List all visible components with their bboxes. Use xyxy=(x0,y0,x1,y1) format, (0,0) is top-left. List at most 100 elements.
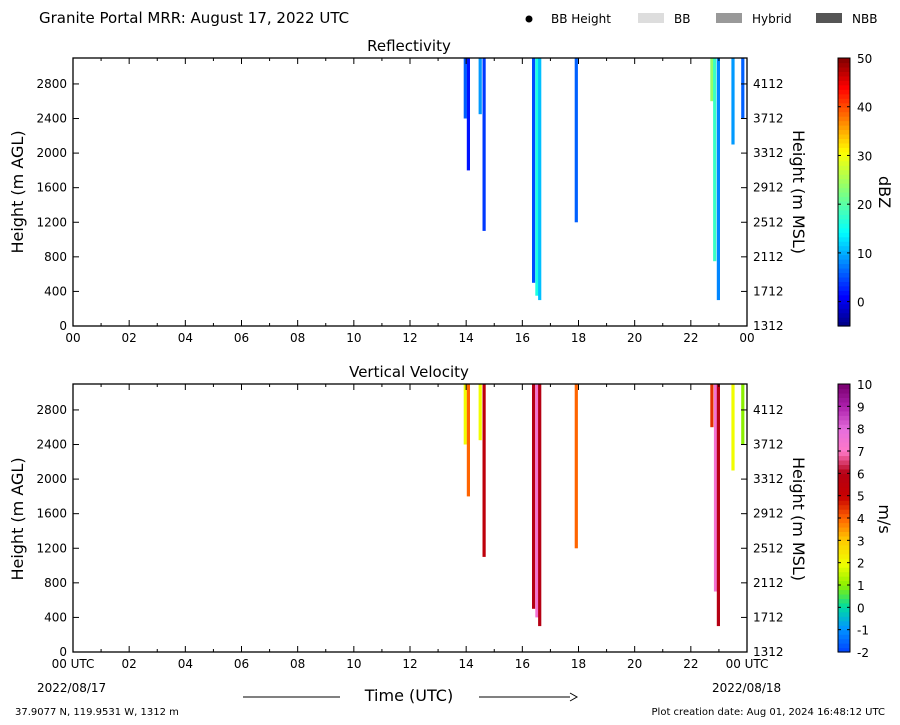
colorbar-band xyxy=(838,549,850,555)
colorbar-band xyxy=(838,593,850,599)
reflectivity-colorbar-label: dBZ xyxy=(875,176,894,208)
colorbar-band xyxy=(838,540,850,546)
data-column xyxy=(716,384,720,627)
colorbar-band xyxy=(838,223,850,229)
y-tick-label: 2400 xyxy=(36,112,67,126)
colorbar-band xyxy=(838,611,850,617)
reflectivity-ylabel-right: Height (m MSL) xyxy=(789,130,808,254)
y-tick-label: 2800 xyxy=(36,403,67,417)
plot-frame xyxy=(72,57,748,327)
legend-nbb-label: NBB xyxy=(852,12,877,26)
colorbar-band xyxy=(838,250,850,256)
x-tick-label: 14 xyxy=(459,657,474,671)
colorbar-band xyxy=(838,272,850,278)
start-date: 2022/08/17 xyxy=(37,681,106,695)
colorbar-band xyxy=(838,468,850,474)
x-tick-label: 16 xyxy=(515,331,530,345)
colorbar-band xyxy=(838,281,850,287)
x-tick-label: 06 xyxy=(234,331,249,345)
colorbar-band xyxy=(838,544,850,550)
colorbar-band xyxy=(838,576,850,582)
y-tick-label-right: 2912 xyxy=(753,507,784,521)
colorbar-band xyxy=(838,384,850,390)
colorbar-band xyxy=(838,84,850,90)
x-tick-label: 14 xyxy=(459,331,474,345)
colorbar-band xyxy=(838,482,850,488)
colorbar-tick-label: 0 xyxy=(857,601,865,615)
colorbar-band xyxy=(838,227,850,233)
colorbar-band xyxy=(838,513,850,519)
colorbar-band xyxy=(838,495,850,501)
colorbar-band xyxy=(838,294,850,300)
y-tick-label: 800 xyxy=(44,576,67,590)
colorbar-band xyxy=(838,589,850,595)
y-tick-label: 400 xyxy=(44,284,67,298)
colorbar-band xyxy=(838,638,850,644)
colorbar-tick-label: -1 xyxy=(857,624,869,638)
colorbar-tick-label: 8 xyxy=(857,423,865,437)
colorbar-band xyxy=(838,209,850,215)
x-tick-label: 04 xyxy=(178,657,193,671)
colorbar-band xyxy=(838,392,850,398)
location-text: 37.9077 N, 119.9531 W, 1312 m xyxy=(15,707,179,718)
colorbar-band xyxy=(838,80,850,86)
colorbar-band xyxy=(838,192,850,198)
colorbar-tick-label: 10 xyxy=(857,378,872,392)
reflectivity-ylabel: Height (m AGL) xyxy=(8,130,27,253)
colorbar-band xyxy=(838,62,850,68)
colorbar-band xyxy=(838,602,850,608)
colorbar-band xyxy=(838,129,850,135)
colorbar-band xyxy=(838,312,850,318)
colorbar-band xyxy=(838,437,850,443)
colorbar-band xyxy=(838,138,850,144)
y-tick-label-right: 1712 xyxy=(753,284,784,298)
x-tick-label: 12 xyxy=(402,331,417,345)
data-column xyxy=(463,58,467,119)
colorbar-band xyxy=(838,401,850,407)
colorbar-band xyxy=(838,397,850,403)
colorbar-band xyxy=(838,321,850,327)
colorbar-band xyxy=(838,71,850,77)
x-tick-label: 00 xyxy=(739,331,754,345)
y-tick-label: 400 xyxy=(44,610,67,624)
colorbar-band xyxy=(838,522,850,528)
colorbar-band xyxy=(838,509,850,515)
x-tick-label: 20 xyxy=(627,331,642,345)
colorbar-band xyxy=(838,585,850,591)
x-tick-label: 12 xyxy=(402,657,417,671)
y-tick-label: 2400 xyxy=(36,438,67,452)
velocity-ylabel-right: Height (m MSL) xyxy=(789,457,808,581)
y-tick-label-right: 4112 xyxy=(753,403,784,417)
velocity-title: Vertical Velocity xyxy=(349,363,469,381)
colorbar-band xyxy=(838,125,850,131)
colorbar-band xyxy=(838,308,850,314)
data-column xyxy=(710,384,714,428)
colorbar-band xyxy=(838,183,850,189)
colorbar-band xyxy=(838,317,850,323)
y-tick-label: 0 xyxy=(59,645,67,659)
y-tick-label-right: 3712 xyxy=(753,438,784,452)
x-tick-label: 18 xyxy=(571,657,586,671)
data-column xyxy=(478,384,482,441)
legend-nbb-swatch xyxy=(816,13,842,23)
colorbar-band xyxy=(838,89,850,95)
colorbar-band xyxy=(838,245,850,251)
colorbar-band xyxy=(838,558,850,564)
colorbar-band xyxy=(838,647,850,653)
legend-bb-height-marker xyxy=(525,15,533,23)
data-column xyxy=(466,58,470,171)
colorbar-band xyxy=(838,75,850,81)
legend-hybrid-label: Hybrid xyxy=(752,12,792,26)
colorbar-band xyxy=(838,178,850,184)
colorbar-tick-label: -2 xyxy=(857,646,869,660)
colorbar-band xyxy=(838,165,850,171)
colorbar-band xyxy=(838,303,850,309)
colorbar-band xyxy=(838,187,850,193)
colorbar-band xyxy=(838,214,850,220)
y-tick-label: 800 xyxy=(44,250,67,264)
colorbar-band xyxy=(838,410,850,416)
colorbar-band xyxy=(838,160,850,166)
colorbar-band xyxy=(838,200,850,206)
colorbar-tick-label: 5 xyxy=(857,490,865,504)
colorbar-band xyxy=(838,562,850,568)
